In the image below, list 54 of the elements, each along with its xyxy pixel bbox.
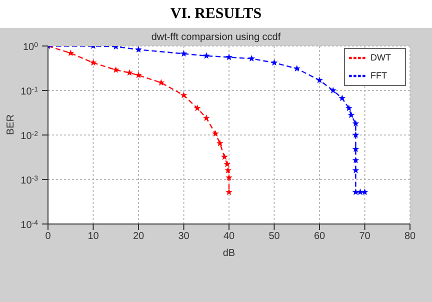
point <box>352 188 360 196</box>
point <box>352 120 360 127</box>
point <box>135 46 142 53</box>
point <box>202 114 210 121</box>
point <box>126 69 133 76</box>
point <box>224 160 231 168</box>
point <box>330 86 336 94</box>
point <box>90 59 97 66</box>
x-tick-label: 80 <box>404 231 416 242</box>
point <box>202 52 210 59</box>
point <box>352 146 360 152</box>
y-axis-title: BER <box>6 114 17 135</box>
point <box>226 174 232 181</box>
x-axis-title: dB <box>222 248 236 259</box>
text: VI. RESULTS <box>169 5 263 24</box>
y-tick-label: 10$^{-4}$ <box>20 220 38 231</box>
point <box>361 188 368 196</box>
x-tick-label: 40 <box>223 231 235 242</box>
point <box>112 66 120 73</box>
legend-label: DWT <box>370 52 391 62</box>
point <box>180 50 188 57</box>
point <box>352 166 360 174</box>
point <box>345 104 352 112</box>
point <box>180 92 188 98</box>
point <box>226 54 232 60</box>
point <box>216 140 224 146</box>
point <box>212 130 219 137</box>
point <box>226 188 232 196</box>
y-tick-label: 10$^{-1}$ <box>20 86 38 98</box>
point <box>352 156 360 164</box>
y-tick-label: 10$^{-2}$ <box>20 130 38 142</box>
point <box>135 72 142 78</box>
x-tick-label: 50 <box>268 231 280 242</box>
x-tick-label: 10 <box>88 231 100 242</box>
point <box>67 50 74 56</box>
point <box>352 131 360 138</box>
point <box>194 104 201 112</box>
y-tick-label: 10$^{-3}$ <box>20 175 38 186</box>
x-tick-label: 70 <box>359 231 371 242</box>
chart-title: dwt-fft comparsion using ccdf <box>150 32 282 43</box>
y-tick-label: 10$^{0}$ <box>22 42 38 53</box>
point <box>248 55 256 62</box>
point <box>338 94 346 102</box>
point <box>221 153 228 160</box>
point <box>270 59 278 66</box>
legend-label: FFT <box>370 70 387 80</box>
x-tick-label: 30 <box>178 231 190 242</box>
point <box>293 65 300 72</box>
x-tick-label: 20 <box>132 231 144 242</box>
point <box>348 112 355 118</box>
point <box>224 166 232 174</box>
x-tick-label: 60 <box>314 231 326 242</box>
x-tick-label: 0 <box>45 231 52 242</box>
point <box>316 76 323 84</box>
